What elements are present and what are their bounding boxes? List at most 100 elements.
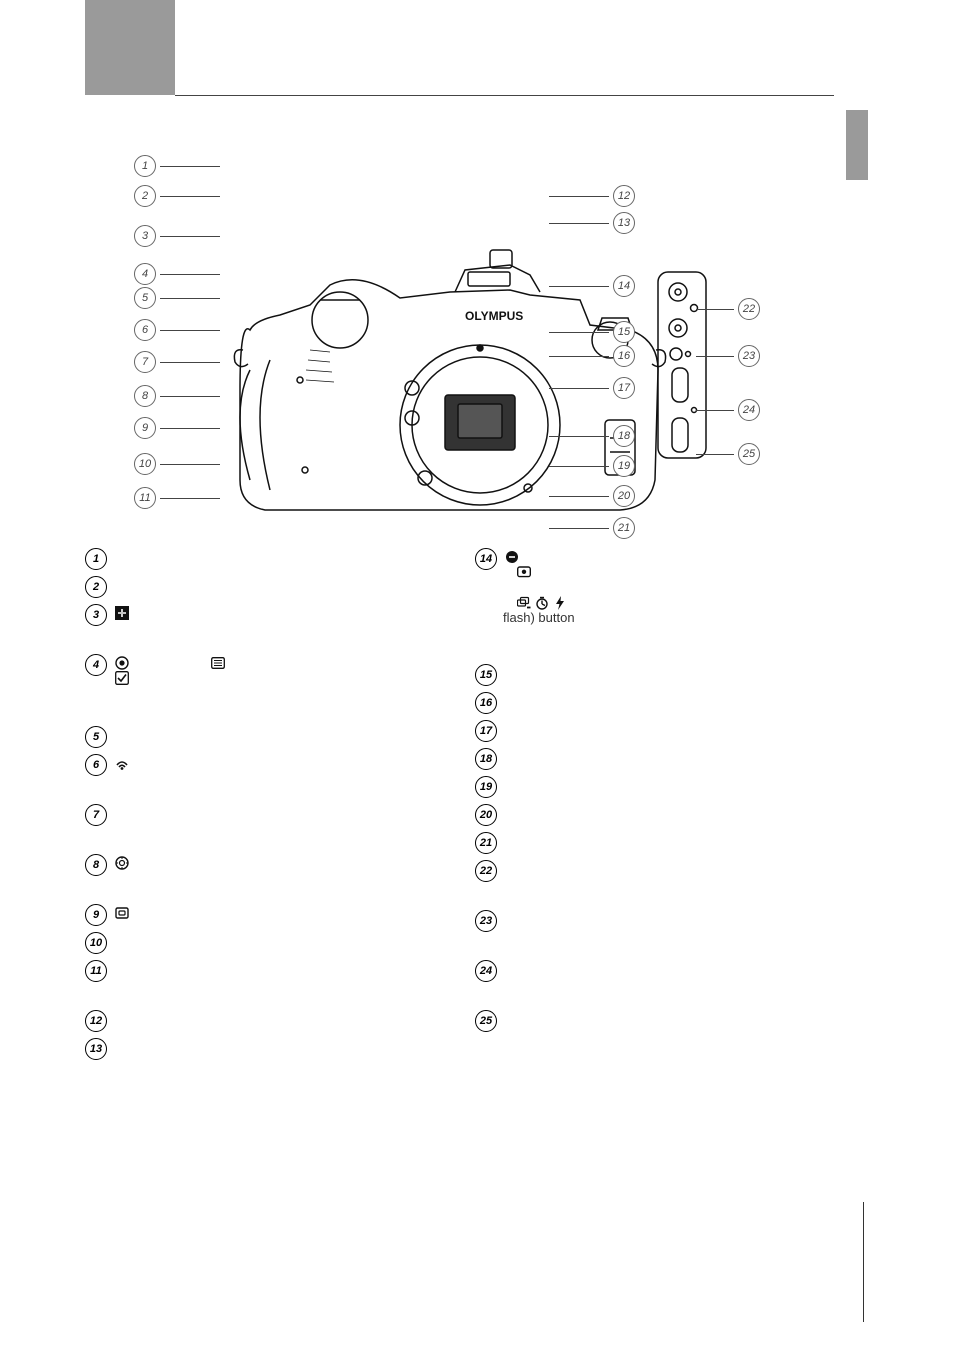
callout-number: 13 bbox=[613, 212, 635, 234]
side-tab bbox=[846, 110, 868, 180]
callout-leader bbox=[160, 196, 220, 197]
callout-right-19: 19 bbox=[549, 455, 635, 477]
callout-number: 11 bbox=[134, 487, 156, 509]
legend-left-column: 12345678910111213 bbox=[85, 548, 465, 1066]
diagram-area: OLYMPUS bbox=[90, 140, 790, 550]
legend-number: 8 bbox=[85, 854, 107, 876]
legend-item-20: 20 bbox=[475, 804, 855, 826]
timer-icon bbox=[535, 596, 549, 610]
callout-right-17: 17 bbox=[549, 377, 635, 399]
callout-number: 8 bbox=[134, 385, 156, 407]
callout-leader bbox=[549, 286, 609, 287]
legend-number: 7 bbox=[85, 804, 107, 826]
dial-icon bbox=[115, 856, 129, 870]
check-icon bbox=[115, 671, 129, 685]
legend-number: 22 bbox=[475, 860, 497, 882]
legend-text: flash) button bbox=[503, 548, 855, 626]
legend-number: 25 bbox=[475, 1010, 497, 1032]
callout-number: 20 bbox=[613, 485, 635, 507]
legend-number: 15 bbox=[475, 664, 497, 686]
callout-leader bbox=[160, 396, 220, 397]
callout-left-8: 8 bbox=[134, 385, 220, 407]
legend-number: 6 bbox=[85, 754, 107, 776]
rect-icon bbox=[115, 906, 129, 920]
callout-number: 15 bbox=[613, 321, 635, 343]
legend-number: 10 bbox=[85, 932, 107, 954]
callout-number: 17 bbox=[613, 377, 635, 399]
callout-leader bbox=[696, 454, 734, 455]
legend-item-12: 12 bbox=[85, 1010, 465, 1032]
callout-leader bbox=[160, 330, 220, 331]
callout-leader bbox=[160, 236, 220, 237]
callout-left-9: 9 bbox=[134, 417, 220, 439]
legend-number: 9 bbox=[85, 904, 107, 926]
legend-item-16: 16 bbox=[475, 692, 855, 714]
camera-illustration: OLYMPUS bbox=[210, 220, 680, 530]
callout-number: 5 bbox=[134, 287, 156, 309]
legend-text bbox=[113, 904, 465, 920]
callout-leader bbox=[696, 356, 734, 357]
legend-item-25: 25 bbox=[475, 1010, 855, 1032]
wb-lock-icon bbox=[505, 550, 519, 564]
callout-left-5: 5 bbox=[134, 287, 220, 309]
legend-item-6: 6 bbox=[85, 754, 465, 798]
callout-leader bbox=[549, 223, 609, 224]
monitor-icon bbox=[517, 565, 531, 579]
legend-number: 4 bbox=[85, 654, 107, 676]
callout-leader bbox=[160, 428, 220, 429]
brand-text: OLYMPUS bbox=[465, 309, 523, 323]
callout-number: 4 bbox=[134, 263, 156, 285]
callout-leader bbox=[696, 309, 734, 310]
callout-farright-25: 25 bbox=[696, 443, 760, 465]
callout-left-3: 3 bbox=[134, 225, 220, 247]
flash-icon bbox=[553, 596, 567, 610]
legend-item-22: 22 bbox=[475, 860, 855, 904]
callout-left-6: 6 bbox=[134, 319, 220, 341]
callout-right-18: 18 bbox=[549, 425, 635, 447]
legend-number: 16 bbox=[475, 692, 497, 714]
callout-leader bbox=[549, 496, 609, 497]
callout-farright-24: 24 bbox=[696, 399, 760, 421]
callout-farright-22: 22 bbox=[696, 298, 760, 320]
callout-right-21: 21 bbox=[549, 517, 635, 539]
legend-number: 18 bbox=[475, 748, 497, 770]
legend-item-13: 13 bbox=[85, 1038, 465, 1060]
legend-number: 24 bbox=[475, 960, 497, 982]
page-root: OLYMPUS bbox=[0, 0, 954, 1357]
callout-left-1: 1 bbox=[134, 155, 220, 177]
callout-number: 18 bbox=[613, 425, 635, 447]
callout-left-10: 10 bbox=[134, 453, 220, 475]
legend-right-column: 14flash) button1516171819202122232425 bbox=[475, 548, 855, 1038]
legend-item-8: 8 bbox=[85, 854, 465, 898]
legend-item-24: 24 bbox=[475, 960, 855, 1004]
legend-item-18: 18 bbox=[475, 748, 855, 770]
callout-number: 3 bbox=[134, 225, 156, 247]
legend-number: 21 bbox=[475, 832, 497, 854]
legend-item-2: 2 bbox=[85, 576, 465, 598]
callout-leader bbox=[549, 436, 609, 437]
legend-item-4: 4 bbox=[85, 654, 465, 720]
callout-farright-23: 23 bbox=[696, 345, 760, 367]
legend-number: 14 bbox=[475, 548, 497, 570]
callout-right-15: 15 bbox=[549, 321, 635, 343]
legend-item-11: 11 bbox=[85, 960, 465, 1004]
callout-number: 16 bbox=[613, 345, 635, 367]
legend-number: 11 bbox=[85, 960, 107, 982]
callout-number: 12 bbox=[613, 185, 635, 207]
legend-number: 20 bbox=[475, 804, 497, 826]
callout-leader bbox=[160, 464, 220, 465]
callout-leader bbox=[549, 196, 609, 197]
callout-number: 22 bbox=[738, 298, 760, 320]
callout-number: 9 bbox=[134, 417, 156, 439]
callout-right-16: 16 bbox=[549, 345, 635, 367]
callout-number: 14 bbox=[613, 275, 635, 297]
header-gray-box bbox=[85, 0, 175, 95]
legend-text bbox=[113, 604, 465, 620]
callout-number: 7 bbox=[134, 351, 156, 373]
callout-right-14: 14 bbox=[549, 275, 635, 297]
legend-number: 19 bbox=[475, 776, 497, 798]
callout-number: 10 bbox=[134, 453, 156, 475]
legend-number: 5 bbox=[85, 726, 107, 748]
callout-right-20: 20 bbox=[549, 485, 635, 507]
callout-left-7: 7 bbox=[134, 351, 220, 373]
